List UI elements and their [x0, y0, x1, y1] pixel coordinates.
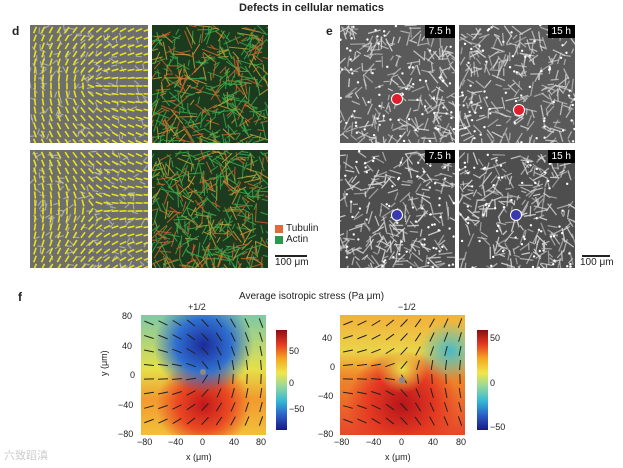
time-tag: 15 h	[547, 25, 575, 38]
plus-defect-marker	[513, 104, 525, 116]
stress-heatmap-minus	[340, 315, 465, 435]
plus-defect-marker	[391, 93, 403, 105]
x-tick: 80	[256, 437, 267, 447]
x-tick: 40	[229, 437, 240, 447]
panel-e-label: e	[326, 24, 333, 38]
y-tick: −40	[318, 391, 334, 401]
scale-bar-d	[275, 255, 307, 257]
x-tick: −80	[334, 437, 350, 447]
x-axis-label: x (μm)	[186, 452, 212, 462]
cell-image-minus-15h: 15 h	[459, 150, 575, 268]
cell-image-minus-7h: 7.5 h	[340, 150, 455, 268]
cbar-tick: 50	[490, 333, 501, 343]
scale-bar-e	[582, 255, 610, 257]
cbar-tick: 50	[289, 346, 300, 356]
x-tick: 0	[200, 437, 206, 447]
fluorescence-image-top	[152, 25, 268, 143]
cbar-tick: −50	[490, 422, 506, 432]
legend-item-actin: Actin	[275, 234, 318, 245]
fluorescence-image-bottom	[152, 150, 268, 268]
y-tick: −80	[118, 429, 134, 439]
minus-defect-marker	[510, 209, 522, 221]
y-tick: −40	[118, 400, 134, 410]
x-tick: −80	[137, 437, 153, 447]
x-tick: 40	[428, 437, 439, 447]
x-tick: 0	[399, 437, 405, 447]
plus-half-label: +1/2	[188, 302, 206, 312]
cbar-tick: 0	[490, 378, 496, 388]
cbar-tick: −50	[289, 404, 305, 414]
y-axis-label: y (μm)	[99, 350, 109, 376]
cell-image-plus-15h: 15 h	[459, 25, 575, 143]
minus-half-label: −1/2	[398, 302, 416, 312]
scale-bar-d-label: 100 μm	[275, 257, 309, 268]
x-tick: −40	[366, 437, 382, 447]
y-tick: −80	[318, 429, 334, 439]
x-tick: −40	[168, 437, 184, 447]
tubulin-swatch	[275, 224, 283, 233]
stress-map-title: Average isotropic stress (Pa μm)	[238, 291, 385, 302]
x-tick: 80	[456, 437, 467, 447]
panel-d-label: d	[12, 24, 20, 38]
y-tick: 80	[122, 311, 133, 321]
y-tick: 0	[130, 370, 136, 380]
figure-title: Defects in cellular nematics	[239, 2, 384, 14]
cell-image-plus-7h: 7.5 h	[340, 25, 455, 143]
minus-defect-marker	[391, 209, 403, 221]
time-tag: 15 h	[547, 150, 575, 163]
colorbar-minus	[477, 330, 488, 430]
y-tick: 40	[122, 341, 133, 351]
stain-legend: Tubulin Actin	[275, 223, 318, 245]
watermark: 六致蹈滇	[4, 450, 48, 462]
actin-swatch	[275, 235, 283, 244]
y-tick: 40	[322, 333, 333, 343]
colorbar-plus	[276, 330, 287, 430]
legend-item-tubulin: Tubulin	[275, 223, 318, 234]
stress-heatmap-plus	[141, 315, 266, 435]
x-axis-label: x (μm)	[385, 452, 411, 462]
cbar-tick: 0	[289, 378, 295, 388]
scale-bar-e-label: 100 μm	[580, 257, 614, 268]
time-tag: 7.5 h	[424, 150, 455, 163]
nematic-field-image-bottom	[30, 150, 148, 268]
y-tick: 0	[330, 362, 336, 372]
panel-f-label: f	[18, 290, 22, 304]
nematic-field-image-top	[30, 25, 148, 143]
time-tag: 7.5 h	[424, 25, 455, 38]
